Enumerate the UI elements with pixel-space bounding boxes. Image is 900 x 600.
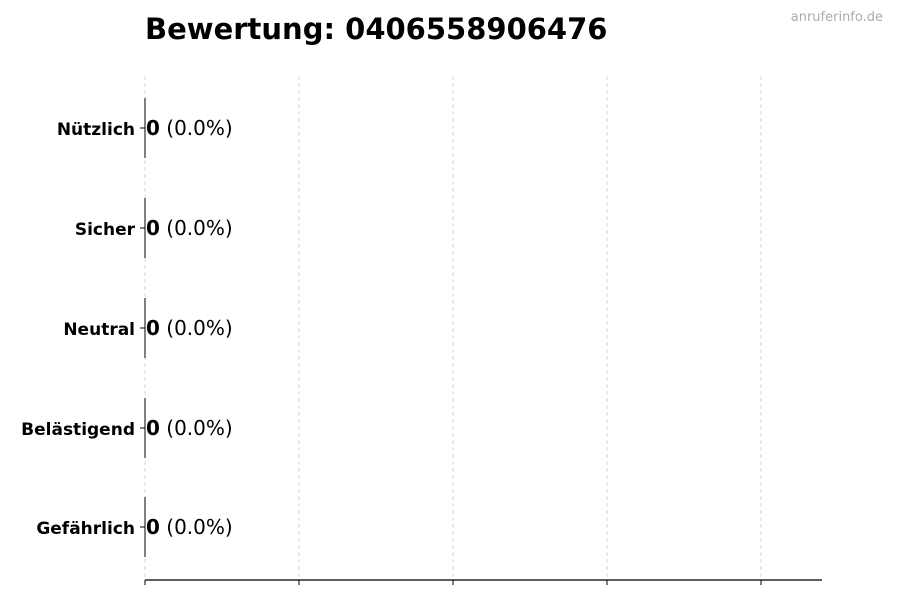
data-label: 0 (0.0%): [146, 515, 233, 539]
data-label-count: 0: [146, 515, 160, 539]
chart-title: Bewertung: 0406558906476: [145, 12, 608, 46]
data-label: 0 (0.0%): [146, 116, 233, 140]
data-label-percent: (0.0%): [160, 416, 233, 440]
data-label-count: 0: [146, 216, 160, 240]
y-tick-label: Gefährlich: [36, 519, 135, 539]
data-label-percent: (0.0%): [160, 216, 233, 240]
y-tick-label: Sicher: [75, 220, 136, 240]
data-label-percent: (0.0%): [160, 316, 233, 340]
data-label: 0 (0.0%): [146, 216, 233, 240]
data-label-percent: (0.0%): [160, 515, 233, 539]
data-label-count: 0: [146, 116, 160, 140]
data-label-count: 0: [146, 416, 160, 440]
y-tick-label: Nützlich: [57, 120, 135, 140]
data-label-count: 0: [146, 316, 160, 340]
y-tick-label: Neutral: [63, 320, 135, 340]
y-tick-label: Belästigend: [21, 420, 135, 440]
data-label: 0 (0.0%): [146, 316, 233, 340]
data-label-percent: (0.0%): [160, 116, 233, 140]
data-label: 0 (0.0%): [146, 416, 233, 440]
watermark: anruferinfo.de: [790, 10, 883, 25]
